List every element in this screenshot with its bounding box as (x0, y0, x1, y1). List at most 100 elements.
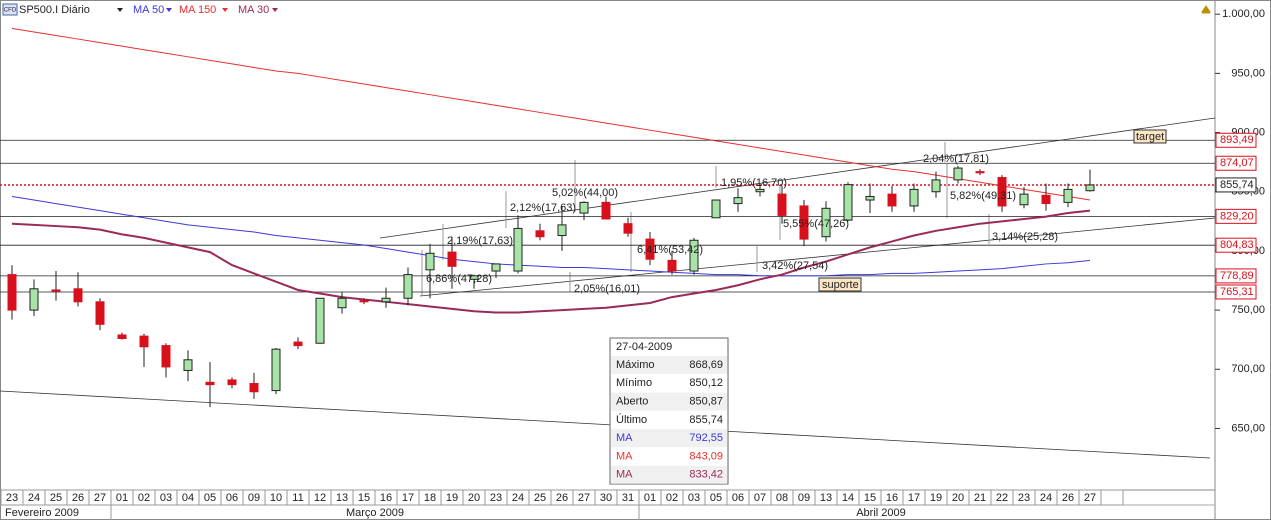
candle-body (513, 227, 523, 272)
tooltip-value: 850,87 (689, 396, 723, 408)
annotation: 5,55%(47,26) (783, 218, 849, 230)
level-box (1215, 208, 1257, 224)
level-box (1215, 132, 1257, 148)
x-tick-label: 25 (534, 492, 546, 504)
trend-line (419, 217, 1216, 297)
x-tick-label: 16 (380, 492, 392, 504)
annotation: 2,05%(16,01) (574, 283, 640, 295)
x-tick-label: 23 (490, 492, 502, 504)
candle-body (73, 288, 83, 303)
x-tick-label: 14 (842, 492, 854, 504)
tooltip-label: Mínimo (616, 377, 652, 389)
y-tick-label: 750,00 (1231, 304, 1265, 316)
ma-line (11, 195, 1091, 277)
legend-entry[interactable]: MA 150 (179, 4, 216, 16)
x-tick-label: 08 (776, 492, 788, 504)
candle-body (29, 288, 39, 311)
candle-body (623, 223, 633, 234)
annotation: 1,95%(16,70) (721, 177, 787, 189)
candle-body (865, 195, 875, 201)
dropdown-arrow[interactable] (222, 8, 228, 12)
x-tick-label: 20 (952, 492, 964, 504)
candle-body (205, 381, 215, 386)
x-tick-label: 24 (28, 492, 40, 504)
x-tick-label: 19 (930, 492, 942, 504)
trend-line (0, 390, 1211, 459)
candle-body (711, 199, 721, 219)
last-price-box (1215, 177, 1257, 193)
x-tick-label: 11 (292, 492, 303, 504)
scroll-icon[interactable] (1201, 5, 1211, 14)
candle-body (1063, 188, 1073, 203)
x-tick-label: 06 (732, 492, 744, 504)
x-tick-label: 23 (1018, 492, 1030, 504)
legend-entry[interactable]: MA 50 (133, 4, 164, 16)
candle-body (117, 334, 127, 340)
dropdown-arrow[interactable] (272, 8, 278, 12)
x-tick-label: 22 (996, 492, 1008, 504)
level-label: 829,20 (1220, 210, 1254, 222)
tooltip-row-bg (611, 392, 727, 411)
annotation: 5,82%(49,31) (950, 190, 1016, 202)
candle-body (535, 230, 545, 238)
x-tick-label: 24 (512, 492, 524, 504)
month-label: Março 2009 (346, 507, 404, 519)
x-tick-label: 27 (1084, 492, 1096, 504)
annotation: 2,12%(17,63) (510, 202, 576, 214)
candle-body (227, 379, 237, 386)
x-tick-label: 07 (754, 492, 766, 504)
x-tick-label: 26 (1062, 492, 1074, 504)
ma-line (11, 27, 1091, 201)
tooltip-label: MA (616, 432, 633, 444)
candle-body (799, 205, 809, 240)
candle-body (425, 252, 435, 271)
x-tick-label: 09 (798, 492, 810, 504)
tooltip-row-bg (611, 356, 727, 374)
x-tick-label: 17 (908, 492, 920, 504)
tooltip-value: 843,09 (689, 450, 723, 462)
dropdown-arrow[interactable] (166, 8, 172, 12)
y-tick-label: 1.000,00 (1222, 8, 1265, 20)
candle-body (931, 179, 941, 193)
candle-body (447, 251, 457, 267)
x-tick-label: 19 (446, 492, 458, 504)
level-box (1215, 268, 1257, 284)
x-tick-label: 26 (72, 492, 84, 504)
dropdown-arrow[interactable] (117, 8, 123, 12)
x-tick-label: 05 (204, 492, 216, 504)
candle-body (755, 188, 765, 193)
legend-entry[interactable]: MA 30 (238, 4, 269, 16)
candle-body (271, 348, 281, 392)
candle-body (51, 289, 61, 292)
tooltip-label: MA (616, 450, 633, 462)
candle-body (1041, 194, 1051, 205)
x-tick-label: 25 (50, 492, 62, 504)
x-tick-label: 18 (424, 492, 436, 504)
last-price-label: 855,74 (1220, 179, 1254, 191)
x-tick-label: 03 (160, 492, 172, 504)
chart-title[interactable]: SP500.I Diário (19, 4, 90, 16)
ma-line (11, 209, 1091, 314)
annotation: 6,41%(53,42) (637, 244, 703, 256)
candle-body (667, 259, 677, 272)
candle-body (843, 184, 853, 221)
trend-lines (0, 117, 1216, 459)
candle-body (557, 224, 567, 237)
candle-body (249, 382, 259, 393)
plot (0, 27, 1215, 408)
x-tick-label: 13 (820, 492, 832, 504)
x-tick-label: 05 (710, 492, 722, 504)
tooltip-label: MA (616, 469, 633, 481)
x-tick-label: 21 (974, 492, 986, 504)
tooltip-label: Máximo (616, 359, 655, 371)
candle-body (95, 301, 105, 325)
candle-body (909, 188, 919, 207)
candle-body (821, 207, 831, 238)
level-label: 893,49 (1220, 134, 1254, 146)
candle-body (645, 238, 655, 260)
x-tick-label: 31 (622, 492, 634, 504)
level-box (1215, 237, 1257, 253)
level-label: 804,83 (1220, 239, 1254, 251)
candle-body (161, 345, 171, 368)
annotation: 2,19%(17,63) (447, 235, 513, 247)
